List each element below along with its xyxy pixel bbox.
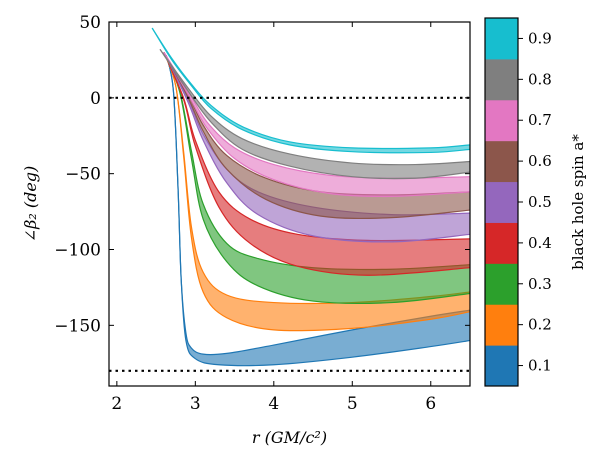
series-band-0.1 xyxy=(165,55,470,367)
x-axis-label: r (GM/c²) xyxy=(252,428,327,447)
y-axis: 50 0 −50 −100 −150 ∠β₂ (deg) xyxy=(21,13,470,336)
colorbar-label: black hole spin a* xyxy=(569,134,587,270)
plot-area xyxy=(108,21,471,387)
plot-frame xyxy=(108,21,471,387)
band-fill-spin-0.7 xyxy=(163,52,470,197)
band-fill-spin-0.5 xyxy=(163,52,470,242)
band-lower-edge-spin-0.8 xyxy=(159,48,470,180)
series-band-0.8 xyxy=(159,48,470,180)
band-fill-spin-0.1 xyxy=(166,55,470,366)
colorbar-tick-label: 0.8 xyxy=(528,70,552,88)
colorbar-tick-label: 0.9 xyxy=(528,29,552,47)
colorbar-segment xyxy=(485,345,518,387)
band-lower-edge-spin-0.1 xyxy=(165,55,470,367)
y-tick-label: −100 xyxy=(54,241,101,261)
x-tick-label: 3 xyxy=(190,394,201,414)
colorbar-segment xyxy=(485,222,518,264)
band-lower-edge-spin-0.3 xyxy=(163,52,470,304)
colorbar-frame xyxy=(484,17,519,387)
band-fill-spin-0.2 xyxy=(163,52,470,331)
colorbar-segment xyxy=(485,140,518,183)
colorbar-tick-label: 0.6 xyxy=(528,152,552,170)
band-upper-edge-spin-0.9 xyxy=(151,27,470,150)
band-lower-edge-spin-0.4 xyxy=(163,52,470,276)
y-axis-label: ∠β₂ (deg) xyxy=(21,166,40,243)
series-bands xyxy=(151,27,470,367)
band-fill-spin-0.9 xyxy=(152,28,470,153)
band-fill-spin-0.6 xyxy=(163,52,470,219)
y-tick-label: −50 xyxy=(65,165,101,185)
band-lower-edge-spin-0.9 xyxy=(151,27,470,154)
colorbar-tick-label: 0.4 xyxy=(528,234,552,252)
band-fill-spin-0.4 xyxy=(163,52,470,276)
series-band-0.9 xyxy=(151,27,470,154)
x-tick-label: 5 xyxy=(347,394,358,414)
colorbar-segment xyxy=(485,58,518,101)
band-lower-edge-spin-0.7 xyxy=(163,52,470,198)
colorbar-tick-label: 0.7 xyxy=(528,111,552,129)
colorbar-segment xyxy=(485,304,518,346)
x-tick-label: 2 xyxy=(111,394,122,414)
colorbar-segment xyxy=(485,181,518,223)
x-tick-label: 6 xyxy=(425,394,436,414)
colorbar-tick-label: 0.5 xyxy=(528,193,552,211)
x-tick-label: 4 xyxy=(268,394,279,414)
colorbar-segment xyxy=(485,18,518,60)
band-upper-edge-spin-0.8 xyxy=(159,48,470,166)
colorbar-tick-label: 0.3 xyxy=(528,275,552,293)
y-tick-label: 0 xyxy=(90,89,101,109)
colorbar-segment xyxy=(485,263,518,305)
colorbar: 0.1 0.2 0.3 0.4 0.5 0.6 0.7 0.8 0.9 black hole sp… xyxy=(484,17,587,387)
colorbar-tick-label: 0.1 xyxy=(528,357,552,375)
band-fill-spin-0.3 xyxy=(163,52,470,304)
y-tick-label: −150 xyxy=(54,316,101,336)
y-tick-label: 50 xyxy=(79,13,101,33)
colorbar-segment xyxy=(485,99,518,142)
colorbar-tick-label: 0.2 xyxy=(528,316,552,334)
band-lower-edge-spin-0.6 xyxy=(163,52,470,220)
band-lower-edge-spin-0.5 xyxy=(163,52,470,243)
x-axis: 2 3 4 5 6 r (GM/c²) xyxy=(111,22,436,447)
band-lower-edge-spin-0.2 xyxy=(163,52,470,332)
